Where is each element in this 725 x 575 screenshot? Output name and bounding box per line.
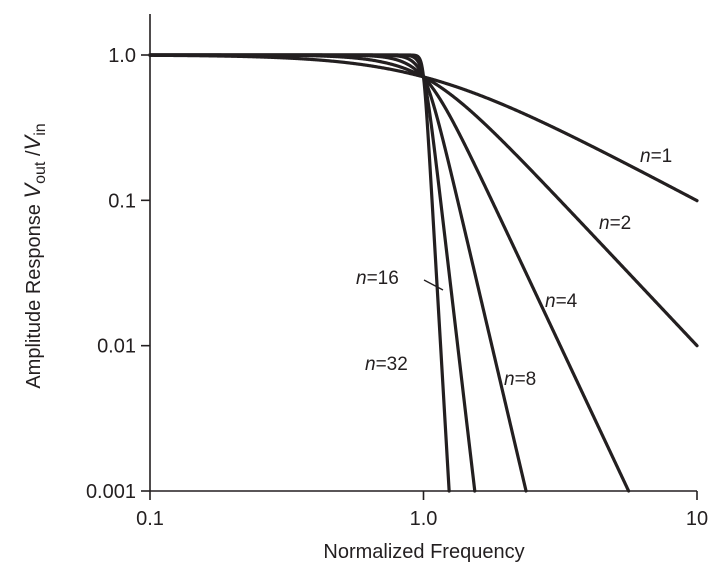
series-label-n1: n=1 xyxy=(640,146,672,167)
y-tick-label: 1.0 xyxy=(108,45,136,67)
axis-ticks: 0.1 1.0 10 0.001 0.01 0.1 1.0 xyxy=(86,45,708,530)
x-tick-label: 0.1 xyxy=(136,508,164,530)
series-label-n2: n=2 xyxy=(599,213,631,234)
series-label-n4: n=4 xyxy=(545,291,578,312)
y-tick-label: 0.1 xyxy=(108,190,136,212)
series-label-n32: n=32 xyxy=(365,354,408,375)
curve-n32 xyxy=(148,53,451,493)
series-label-n8: n=8 xyxy=(504,369,536,390)
y-axis-title: Amplitude Response Vout /Vin xyxy=(20,123,49,388)
y-tick-label: 0.001 xyxy=(86,481,136,503)
y-tick-label: 0.01 xyxy=(97,336,136,358)
curves xyxy=(148,53,699,493)
curve-n2 xyxy=(148,53,699,348)
series-label-n16: n=16 xyxy=(356,268,399,289)
curve-n8 xyxy=(148,53,528,493)
x-tick-label: 1.0 xyxy=(410,508,438,530)
x-axis-title: Normalized Frequency xyxy=(323,541,524,563)
n16-leader-line xyxy=(423,279,444,291)
x-tick-label: 10 xyxy=(686,508,708,530)
